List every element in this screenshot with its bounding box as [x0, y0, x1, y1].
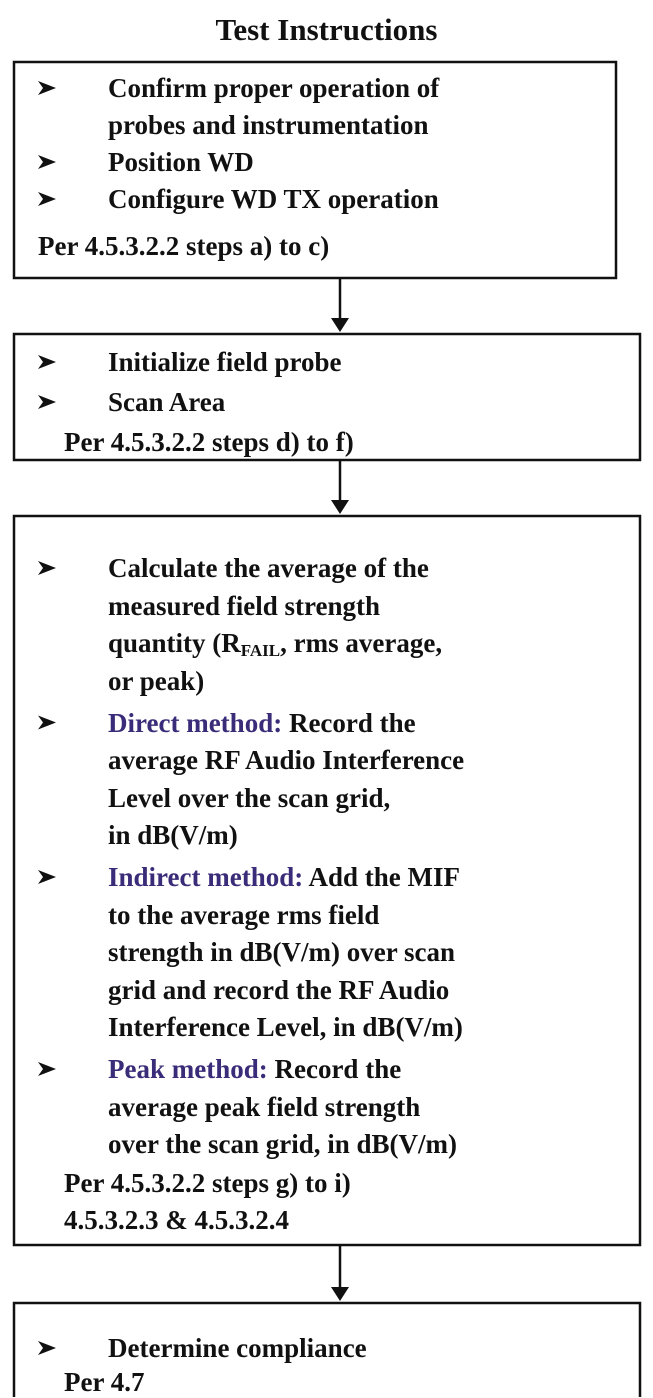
text-line: grid and record the RF Audio [108, 974, 449, 1006]
reference: Per 4.5.3.2.2 steps a) to c) [38, 231, 330, 261]
text: Scan Area [108, 387, 226, 417]
text: grid and record the RF Audio [108, 974, 450, 1005]
bullet [38, 870, 56, 884]
text: Confirm proper operation of [108, 73, 440, 103]
text: Determine compliance [108, 1333, 367, 1363]
text-line: strength in dB(V/m) over scan [108, 936, 455, 968]
text-line: Interference Level, in dB(V/m) [108, 1011, 463, 1043]
box [12, 60, 618, 280]
text: over the scan grid, in dB(V/m) [108, 1129, 457, 1159]
bullet [38, 355, 56, 369]
text-line: quantity (RFAIL, rms average, [108, 627, 443, 660]
text-line: Configure WD TX operation [108, 183, 439, 215]
text-line: in dB(V/m) [108, 819, 238, 851]
bullet [38, 81, 56, 95]
text-line: probes and instrumentation [108, 109, 429, 141]
text: measured field strength [108, 590, 380, 621]
text-line: Calculate the average of the [108, 552, 429, 584]
arrowhead [331, 1287, 349, 1301]
text-line: average peak field strength [108, 1091, 420, 1123]
title: Test Instructions [215, 12, 438, 47]
bullet [38, 1341, 56, 1355]
subscript: FAIL [240, 641, 281, 660]
bullet [38, 192, 56, 206]
box [12, 514, 642, 1247]
text: Record the [274, 1054, 402, 1084]
text: Level over the scan grid, [108, 782, 391, 813]
text-line: Scan Area [108, 386, 225, 418]
text-line: Determine compliance [108, 1332, 367, 1364]
text: Add the MIF [308, 862, 461, 892]
text-line: Level over the scan grid, [108, 782, 390, 814]
method-label: Indirect method: [108, 862, 304, 892]
text: Initialize field probe [108, 347, 342, 377]
bullet [38, 155, 56, 169]
text: or peak) [108, 665, 205, 696]
text-line: Per 4.5.3.2.2 steps d) to f) [64, 426, 354, 458]
reference: Per 4.5.3.2.2 steps d) to f) [64, 427, 354, 457]
text-line: 4.5.3.2.3 & 4.5.3.2.4 [64, 1204, 289, 1236]
text: average RF Audio Interference [108, 745, 465, 775]
reference: Per 4.7 [64, 1367, 145, 1397]
text: average peak field strength [108, 1091, 421, 1122]
text: Configure WD TX operation [108, 184, 439, 214]
text-line: average RF Audio Interference [108, 744, 464, 776]
text: Record the [288, 707, 416, 738]
arrowhead [331, 318, 349, 332]
text-line: Peak method: Record the [108, 1053, 401, 1085]
text: , rms average, [280, 628, 443, 658]
text-line: Initialize field probe [108, 346, 342, 378]
text: Calculate the average of the [108, 553, 429, 583]
text: strength in dB(V/m) over scan [108, 937, 456, 967]
text-line: Confirm proper operation of [108, 72, 439, 104]
text-line: or peak) [108, 665, 204, 697]
text-line: Position WD [108, 146, 254, 178]
text-line: Indirect method: Add the MIF [108, 861, 460, 893]
text: to the average rms field [108, 899, 380, 930]
text-line: to the average rms field [108, 899, 379, 931]
text: in dB(V/m) [108, 820, 238, 850]
text: quantity (R [108, 628, 241, 658]
text-line: Per 4.5.3.2.2 steps g) to i) [64, 1167, 351, 1199]
arrowhead [331, 500, 349, 514]
text-line: over the scan grid, in dB(V/m) [108, 1128, 457, 1160]
bullet [38, 395, 56, 409]
text: Interference Level, in dB(V/m) [108, 1012, 463, 1042]
bullet [38, 561, 56, 575]
reference: 4.5.3.2.3 & 4.5.3.2.4 [64, 1205, 289, 1235]
text-line: Per 4.5.3.2.2 steps a) to c) [38, 230, 329, 262]
bullet [38, 1062, 56, 1076]
method-label: Direct method: [108, 707, 283, 738]
method-label: Peak method: [108, 1054, 268, 1084]
text: Position WD [108, 147, 254, 177]
text-line: Direct method: Record the [108, 707, 416, 739]
text: probes and instrumentation [108, 110, 429, 140]
text-line: Per 4.7 [64, 1366, 144, 1398]
box [12, 1301, 642, 1397]
bullet [38, 715, 56, 730]
reference: Per 4.5.3.2.2 steps g) to i) [64, 1168, 351, 1198]
box [12, 332, 642, 462]
text-line: measured field strength [108, 590, 380, 622]
